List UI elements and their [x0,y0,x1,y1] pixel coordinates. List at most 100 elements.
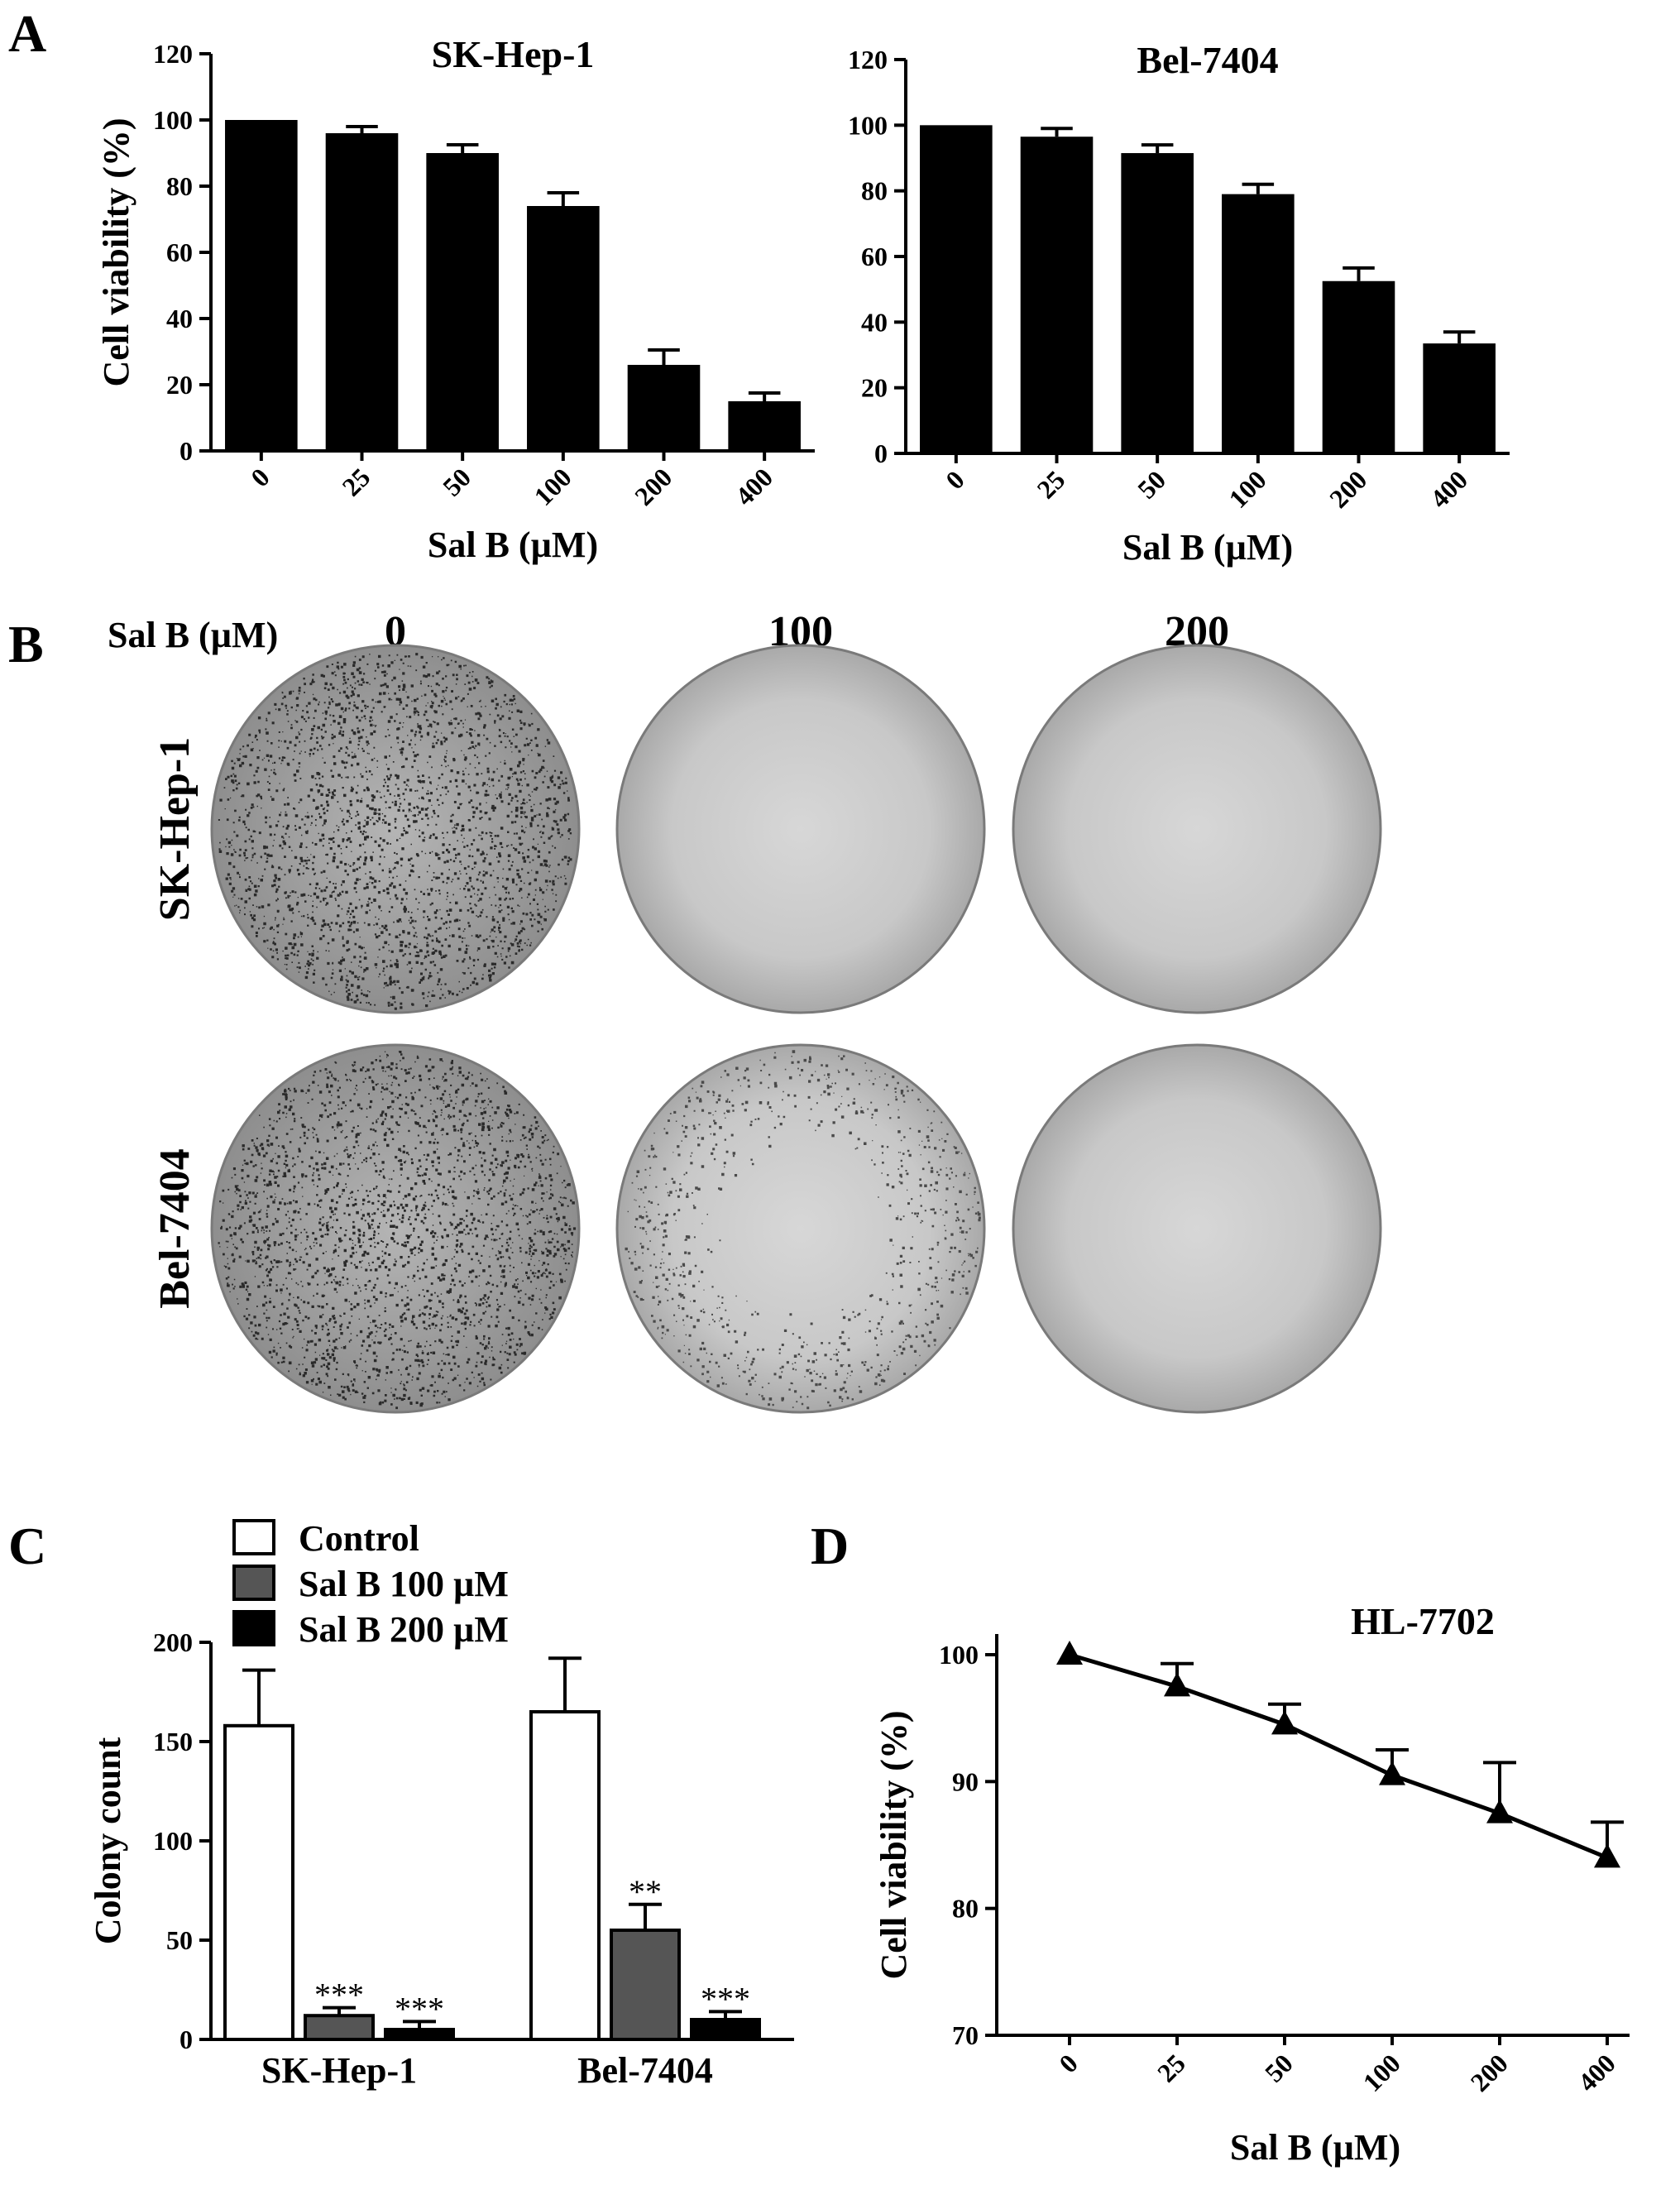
y-tick-label-20: 20 [166,370,193,400]
y-tick-label-50: 50 [166,1925,193,1955]
plate-dish [1012,1043,1382,1414]
bar-bel-7404-control [529,1710,601,2041]
plate-sk-hep-1-100 [615,644,986,1014]
colony-plates-panel: Sal B (µM) 0 100 200 SK-Hep-1 Bel-7404 [108,608,1382,1414]
x-tick-label-100: 100 [1223,464,1271,513]
x-axis-title: Sal B (µM) [428,525,598,565]
plate-dish [210,644,581,1014]
x-tick-label-400: 400 [730,462,778,510]
y-tick-label-60: 60 [166,237,193,267]
significance-label: ** [629,1873,662,1910]
legend-swatch-sal-b-100-m [232,1565,275,1601]
data-point-50 [1271,1710,1298,1735]
x-axis-title: Sal B (µM) [1230,2127,1400,2168]
y-tick-label-90: 90 [952,1766,979,1796]
chart-title: Bel-7404 [1137,39,1278,81]
bar-bel-7404-sal-b-100-m [610,1929,681,2041]
bar-25 [325,133,399,451]
plate-sk-hep-1-200 [1012,644,1382,1014]
y-tick-label-60: 60 [861,242,888,271]
data-point-200 [1486,1799,1513,1823]
series-line [1069,1652,1608,1860]
significance-label: *** [701,1980,750,2017]
x-tick-label-200: 200 [1323,464,1372,513]
y-tick-label-200: 200 [153,1627,193,1657]
x-tick-label-400: 400 [1424,464,1473,513]
bar-0 [920,125,993,454]
colony-dots [218,1051,577,1410]
bar-50 [1121,153,1194,454]
chart-sk-hep-1-viability: 0 20 40 60 80 100 120 0 25 50 100 200 400 SK-Hep-1 Sal… [96,33,815,565]
bar-200 [1322,280,1395,453]
x-tick-label-0: 0 [940,464,970,495]
x-tick-label-25: 25 [336,462,376,501]
legend-label-control: Control [299,1518,419,1559]
y-tick-label-120: 120 [153,39,193,69]
plate-dish [615,644,986,1014]
y-tick-label-0: 0 [179,2025,193,2054]
y-tick-label-40: 40 [861,307,888,337]
bar-bel-7404-sal-b-200-m [690,2018,761,2041]
y-tick-label-20: 20 [861,373,888,403]
plate-row-label-bel-7404: Bel-7404 [151,1148,199,1309]
panel-letter-c: C [8,1517,46,1575]
bar-100 [1222,194,1295,453]
bar-sk-hep-1-sal-b-100-m [304,2014,375,2041]
panel-letter-d: D [811,1517,849,1575]
bar-0 [225,120,298,451]
plate-dish [1012,644,1382,1014]
x-tick-label-sk-hep-1: SK-Hep-1 [261,2050,417,2091]
y-tick-label-70: 70 [952,2020,979,2050]
plate-dish [615,1043,986,1414]
bar-50 [426,153,499,451]
bar-400 [728,401,801,451]
y-tick-label-120: 120 [848,45,888,74]
y-tick-label-100: 100 [153,105,193,135]
data-point-400 [1594,1843,1620,1868]
x-axis-title: Sal B (µM) [1122,527,1293,568]
y-tick-label-150: 150 [153,1727,193,1756]
y-axis-title: Cell viability (%) [96,117,136,386]
y-tick-label-100: 100 [153,1826,193,1856]
significance-label: *** [314,1977,364,2014]
x-tick-label-50: 50 [437,462,476,501]
y-tick-label-80: 80 [952,1894,979,1924]
bar-400 [1423,343,1496,453]
y-tick-label-0: 0 [874,438,888,468]
x-tick-label-25: 25 [1031,464,1070,504]
plate-sk-hep-1-0 [210,644,581,1014]
chart-hl-7702-viability: 70 80 90 100 0 25 50 100 200 400 HL-7702 Sal B (µM)… [874,1600,1630,2168]
bar-sk-hep-1-sal-b-200-m [384,2028,455,2041]
bar-200 [627,365,701,451]
chart-title: HL-7702 [1351,1600,1495,1642]
panel-letter-b: B [8,615,44,673]
x-tick-label-0: 0 [245,462,275,492]
legend-label-sal-b-200-m: Sal B 200 µM [299,1609,509,1650]
y-tick-label-100: 100 [939,1640,979,1670]
x-tick-label-50: 50 [1132,464,1171,504]
data-point-0 [1056,1641,1083,1665]
y-tick-label-100: 100 [848,110,888,140]
x-tick-label-50: 50 [1259,2048,1299,2087]
x-tick-label-0: 0 [1053,2048,1084,2078]
x-tick-label-25: 25 [1151,2048,1191,2087]
data-point-100 [1379,1761,1405,1785]
chart-title: SK-Hep-1 [432,33,595,75]
plate-bel-7404-0 [210,1043,581,1414]
legend-label-sal-b-100-m: Sal B 100 µM [299,1564,509,1604]
plate-bel-7404-100 [615,1043,986,1414]
x-tick-label-200: 200 [629,462,677,510]
x-tick-label-200: 200 [1465,2048,1514,2097]
plate-bel-7404-200 [1012,1043,1382,1414]
plate-header-label: Sal B (µM) [108,615,278,655]
chart-bel-7404-viability: 0 20 40 60 80 100 120 0 25 50 100 200 400 Bel-7404 Sal… [848,39,1510,568]
x-tick-label-400: 400 [1572,2048,1621,2097]
significance-label: *** [395,1990,444,2027]
y-tick-label-80: 80 [166,171,193,201]
plate-dish [210,1043,581,1414]
x-tick-label-bel-7404: Bel-7404 [577,2050,713,2091]
data-point-25 [1164,1672,1190,1697]
panel-letter-a: A [8,4,46,63]
x-tick-label-100: 100 [1357,2048,1406,2097]
